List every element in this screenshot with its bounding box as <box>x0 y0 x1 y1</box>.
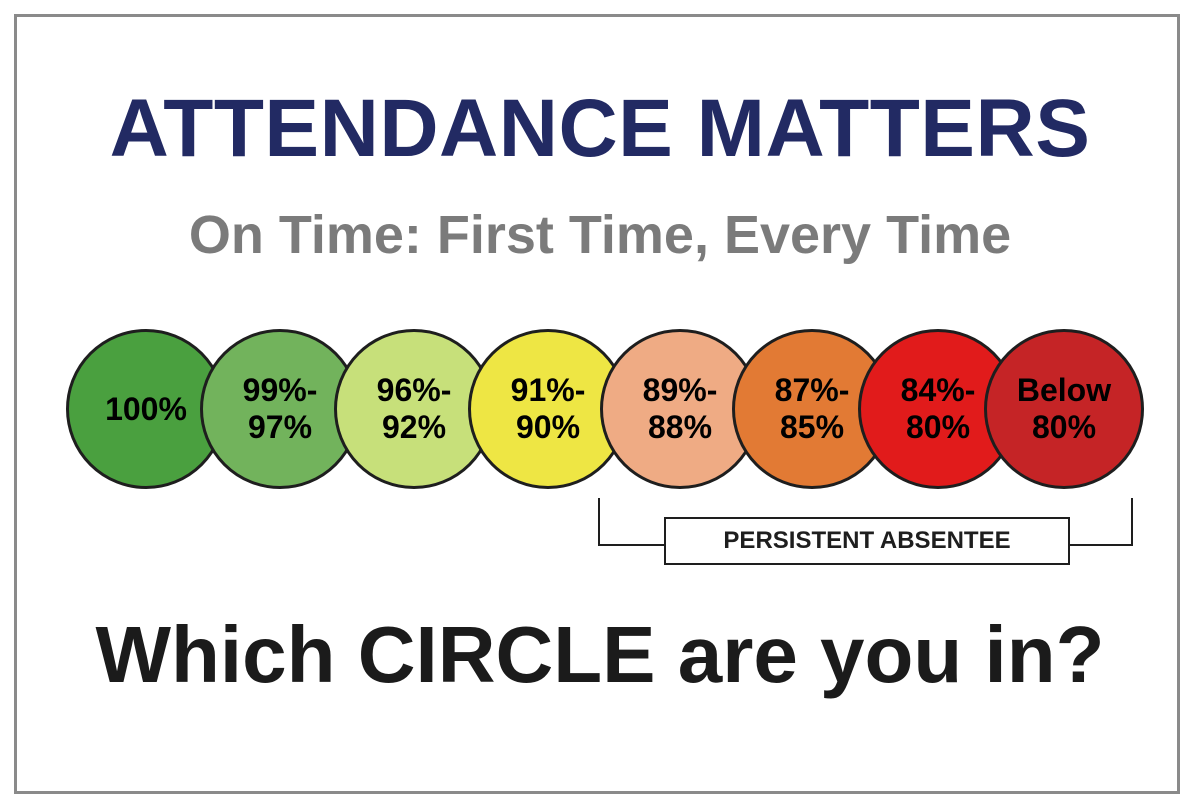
circle-label: 99%- 97% <box>242 372 318 445</box>
circle-96-92: 96%- 92% <box>334 329 494 489</box>
circle-label: 96%- 92% <box>376 372 452 445</box>
circle-100: 100% <box>66 329 226 489</box>
persistent-absentee-label: PERSISTENT ABSENTEE <box>664 517 1070 565</box>
attendance-circles: 100% 99%- 97% 96%- 92% 91%- 90% 89%- 88%… <box>66 329 1144 489</box>
circle-below-80: Below 80% <box>984 329 1144 489</box>
circle-label: Below 80% <box>1016 372 1112 445</box>
circle-label: 87%- 85% <box>774 372 850 445</box>
circle-label: 100% <box>105 390 187 427</box>
circle-label: 91%- 90% <box>510 372 586 445</box>
circle-label: 84%- 80% <box>900 372 976 445</box>
poster-title: ATTENDANCE MATTERS <box>109 83 1091 174</box>
poster-subtitle: On Time: First Time, Every Time <box>188 205 1012 265</box>
circle-label: 89%- 88% <box>642 372 718 445</box>
footer-question: Which CIRCLE are you in? <box>95 610 1105 699</box>
